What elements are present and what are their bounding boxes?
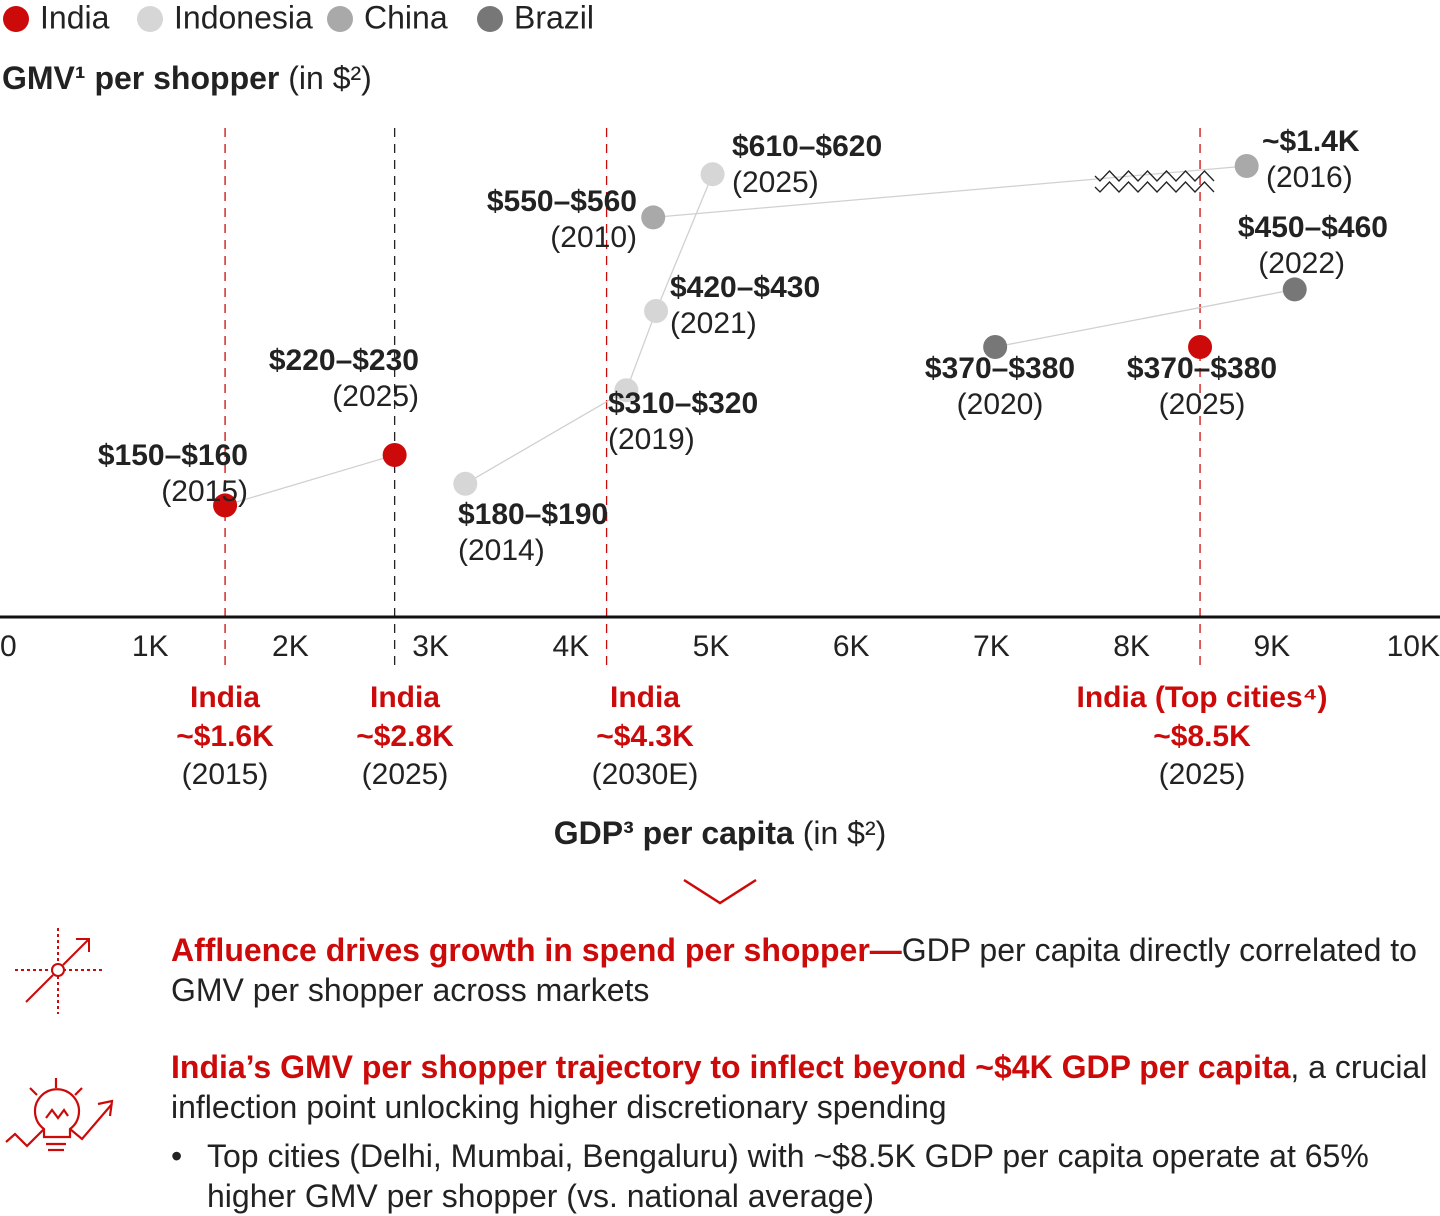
x-tick-label: 2K — [272, 630, 309, 663]
insight-2-text: , a crucial inflection point unlocking h… — [171, 1049, 1428, 1125]
data-label-year: (2010) — [550, 221, 637, 254]
legend-label-india: India — [40, 0, 110, 35]
data-label-year: (2025) — [732, 166, 819, 199]
reference-value: ~$4.3K — [596, 720, 694, 753]
reference-label: India (Top cities⁴) — [1077, 681, 1328, 714]
x-axis-title: GDP³ per capita (in $²) — [554, 815, 887, 851]
reference-year: (2025) — [362, 758, 449, 791]
data-label-value: $610–$620 — [732, 130, 882, 163]
legend-marker-india — [3, 6, 29, 32]
chevron-down-icon — [683, 878, 757, 905]
series-line-indonesia — [464, 173, 714, 485]
x-tick-label: 4K — [552, 630, 589, 663]
axis-break-icon — [1094, 170, 1215, 182]
reference-label: India — [610, 681, 680, 714]
reference-year: (2015) — [182, 758, 269, 791]
data-point-br22 — [1282, 277, 1307, 302]
data-label-value: $180–$190 — [458, 498, 608, 531]
data-label-value: $220–$230 — [269, 344, 419, 377]
insight-2-bullet: Top cities (Delhi, Mumbai, Bengaluru) wi… — [171, 1136, 1436, 1216]
data-point-intop — [1188, 335, 1213, 359]
legend-label-indonesia: Indonesia — [174, 0, 313, 35]
data-point-in25 — [382, 443, 407, 467]
lightbulb-growth-icon — [2, 1076, 117, 1163]
data-point-id19 — [614, 378, 639, 403]
reference-label: India — [190, 681, 260, 714]
insight-2-highlight: India’s GMV per shopper trajectory to in… — [171, 1049, 1291, 1085]
data-label-year: (2021) — [670, 307, 757, 340]
x-tick-label: 3K — [412, 630, 449, 663]
x-tick-label: 10K — [1387, 630, 1440, 663]
reference-year: (2030E) — [592, 758, 699, 791]
data-label-value: $310–$320 — [608, 387, 758, 420]
axis-break-icon — [1094, 181, 1215, 193]
data-label-year: (2025) — [332, 380, 419, 413]
series-line-india — [224, 454, 395, 507]
x-tick-label: 5K — [693, 630, 730, 663]
data-label-year: (2020) — [957, 388, 1044, 421]
scatter-chart: India Indonesia China Brazil GMV¹ per shoppe… — [0, 0, 1440, 905]
data-point-cn16 — [1234, 154, 1259, 178]
data-point-id21 — [644, 299, 669, 323]
series-line-china — [653, 165, 1247, 219]
y-axis-title: GMV¹ per shopper (in $²) — [2, 60, 372, 96]
insight-1-text: GDP per capita directly correlated to GM… — [171, 932, 1417, 1008]
data-label-year: (2025) — [1159, 388, 1246, 421]
data-label-value: $370–$380 — [1127, 352, 1277, 385]
insight-1-highlight: Affluence drives growth in spend per sho… — [171, 932, 902, 968]
data-point-br20 — [983, 335, 1008, 359]
legend-label-china: China — [364, 0, 448, 35]
data-label-year: (2019) — [608, 423, 695, 456]
data-label-value: $150–$160 — [98, 439, 248, 472]
data-label-value: $370–$380 — [925, 352, 1075, 385]
data-label-year: (2022) — [1258, 247, 1345, 280]
data-point-in15 — [213, 493, 238, 518]
x-tick-label: 6K — [833, 630, 870, 663]
x-tick-label: 8K — [1113, 630, 1150, 663]
data-point-id14 — [453, 471, 478, 496]
legend-label-brazil: Brazil — [514, 0, 594, 35]
data-label-value: ~$1.4K — [1262, 125, 1360, 158]
data-label-value: $420–$430 — [670, 271, 820, 304]
x-tick-label: 0 — [0, 630, 17, 663]
reference-year: (2025) — [1159, 758, 1246, 791]
data-label-value: $550–$560 — [487, 185, 637, 218]
data-label-year: (2014) — [458, 534, 545, 567]
data-point-cn10 — [641, 205, 666, 230]
reference-label: India — [370, 681, 440, 714]
legend-marker-indonesia — [137, 6, 163, 32]
reference-value: ~$8.5K — [1153, 720, 1251, 753]
reference-value: ~$1.6K — [176, 720, 274, 753]
legend-marker-china — [327, 6, 353, 32]
correlation-icon — [14, 926, 104, 1021]
insight-1: Affluence drives growth in spend per sho… — [171, 930, 1436, 1010]
x-tick-label: 7K — [973, 630, 1010, 663]
data-label-year: (2015) — [161, 475, 248, 508]
data-label-value: $450–$460 — [1238, 211, 1388, 244]
insight-2: India’s GMV per shopper trajectory to in… — [171, 1047, 1436, 1127]
series-line-brazil — [995, 288, 1295, 348]
x-tick-label: 9K — [1253, 630, 1290, 663]
data-point-id25 — [700, 162, 725, 187]
legend-marker-brazil — [477, 6, 503, 32]
x-tick-label: 1K — [132, 630, 169, 663]
data-label-year: (2016) — [1266, 161, 1353, 194]
reference-value: ~$2.8K — [356, 720, 454, 753]
